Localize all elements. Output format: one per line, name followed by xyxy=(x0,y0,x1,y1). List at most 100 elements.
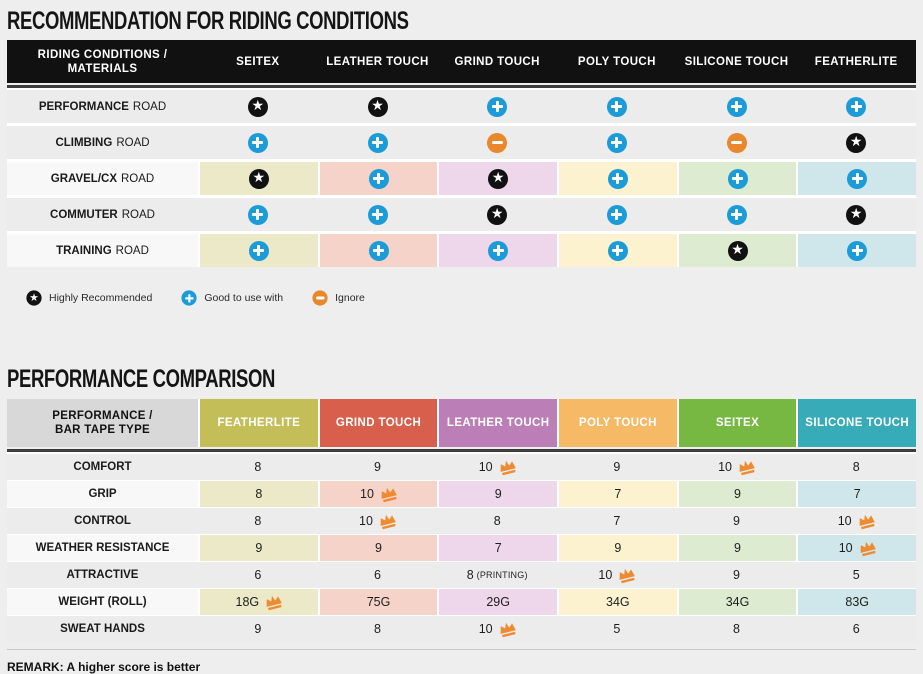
table-row-performance-road: PERFORMANCE ROAD xyxy=(7,90,916,123)
cell: 5 xyxy=(613,621,621,636)
cell xyxy=(557,162,677,195)
minus-icon xyxy=(487,132,508,153)
cell: 10 xyxy=(796,535,917,561)
star-icon xyxy=(727,240,748,261)
cell: 9 xyxy=(557,535,677,561)
cell xyxy=(796,162,917,195)
cell xyxy=(677,126,797,159)
cell: 10 xyxy=(437,616,557,642)
cell: 10 xyxy=(437,454,557,480)
table-row-training-road: TRAINING ROAD xyxy=(7,234,917,267)
corner-line2: BAR TAPE TYPE xyxy=(54,424,151,436)
plus-icon xyxy=(181,290,197,306)
cell xyxy=(437,198,557,231)
cell xyxy=(796,126,916,159)
crown-icon xyxy=(859,515,875,530)
cell: 6 xyxy=(374,567,381,582)
cell xyxy=(437,234,558,267)
cell xyxy=(557,90,677,123)
column-header-poly-touch: POLY TOUCH xyxy=(557,399,677,447)
header-divider xyxy=(7,85,916,88)
corner-line1: PERFORMANCE / xyxy=(52,410,153,422)
table-row-climbing-road: CLIMBING ROAD xyxy=(7,126,916,159)
star-icon xyxy=(846,204,867,225)
cell: 10 xyxy=(796,508,916,534)
cell: 83G xyxy=(796,589,917,615)
minus-icon xyxy=(312,290,328,306)
row-label: GRIP xyxy=(7,481,198,507)
row-label: WEIGHT (ROLL) xyxy=(7,589,198,615)
table-row-comfort: COMFORT 8 9 10 9 10 8 xyxy=(7,454,916,480)
cell: 6 xyxy=(254,567,262,582)
plus-icon xyxy=(367,132,388,153)
cell xyxy=(437,162,558,195)
cell xyxy=(198,162,318,195)
cell: 9 xyxy=(254,621,262,636)
cell xyxy=(796,198,916,231)
table-row-sweat-hands: SWEAT HANDS 9 8 10 5 8 6 xyxy=(7,616,916,642)
cell: 8 xyxy=(374,621,381,636)
star-icon xyxy=(248,168,269,189)
header-divider xyxy=(7,449,916,452)
table-row-attractive: ATTRACTIVE 6 6 8 (PRINTING) 10 9 5 xyxy=(7,562,916,588)
cell xyxy=(676,162,797,195)
cell: 9 xyxy=(676,481,797,507)
column-header-silicone-touch: SILICONE TOUCH xyxy=(684,55,789,68)
legend: Highly Recommended Good to use with Igno… xyxy=(7,288,916,308)
cell xyxy=(557,234,677,267)
cell: 8 xyxy=(852,459,860,474)
crown-icon xyxy=(500,461,516,476)
crown-icon xyxy=(380,515,396,530)
plus-icon xyxy=(368,240,389,261)
section1-title-text: RECOMMENDATION FOR RIDING CONDITIONS xyxy=(7,7,409,35)
cell xyxy=(677,90,797,123)
cell: 9 xyxy=(198,535,318,561)
cell: 6 xyxy=(852,621,860,636)
table-row-control: CONTROL 8 10 8 7 9 10 xyxy=(7,508,916,534)
plus-icon xyxy=(847,240,868,261)
riding-conditions-header-row: RIDING CONDITIONS / MATERIALS SEITEX LEA… xyxy=(7,40,916,83)
cell: 7 xyxy=(796,481,917,507)
legend-item-ignore: Ignore xyxy=(310,288,365,308)
riding-conditions-corner-label: RIDING CONDITIONS / MATERIALS xyxy=(7,48,198,76)
cell: 9 xyxy=(317,535,438,561)
plus-icon xyxy=(248,240,269,261)
plus-icon xyxy=(606,132,627,153)
plus-icon xyxy=(488,240,509,261)
row-label: ATTRACTIVE xyxy=(66,568,139,581)
column-header-seitex: SEITEX xyxy=(236,55,280,68)
cell: 34G xyxy=(557,589,677,615)
column-header-silicone-touch: SILICONE TOUCH xyxy=(796,399,917,447)
column-header-featherlite: FEATHERLITE xyxy=(814,55,898,68)
cell: 8 xyxy=(254,459,262,474)
cell: 8 xyxy=(198,481,318,507)
plus-icon xyxy=(846,96,867,117)
cell: 8 xyxy=(493,513,501,528)
performance-comparison-table: PERFORMANCE / BAR TAPE TYPE FEATHERLITE … xyxy=(7,399,917,650)
cell xyxy=(557,126,677,159)
cell xyxy=(796,90,916,123)
plus-icon xyxy=(726,204,747,225)
column-header-featherlite: FEATHERLITE xyxy=(198,399,318,447)
plus-icon xyxy=(247,132,268,153)
cell: 9 xyxy=(733,567,740,582)
section2-title: PERFORMANCE COMPARISON xyxy=(7,365,916,395)
crown-icon xyxy=(500,623,516,638)
cell xyxy=(557,198,677,231)
cell: 5 xyxy=(852,567,860,582)
star-icon xyxy=(846,132,867,153)
cell: 10 xyxy=(677,454,797,480)
plus-icon xyxy=(727,168,748,189)
cell: 18G xyxy=(198,589,318,615)
legend-item-highly-recommended: Highly Recommended xyxy=(24,288,152,308)
cell xyxy=(318,198,438,231)
cell xyxy=(198,198,318,231)
plus-icon xyxy=(368,168,389,189)
corner-line2: MATERIALS xyxy=(67,62,138,75)
corner-line1: RIDING CONDITIONS / xyxy=(37,48,168,61)
crown-icon xyxy=(619,569,636,584)
performance-header-row: PERFORMANCE / BAR TAPE TYPE FEATHERLITE … xyxy=(7,399,917,447)
cell: 9 xyxy=(676,535,797,561)
cell: 8 xyxy=(733,621,740,636)
row-label: SWEAT HANDS xyxy=(60,622,145,635)
